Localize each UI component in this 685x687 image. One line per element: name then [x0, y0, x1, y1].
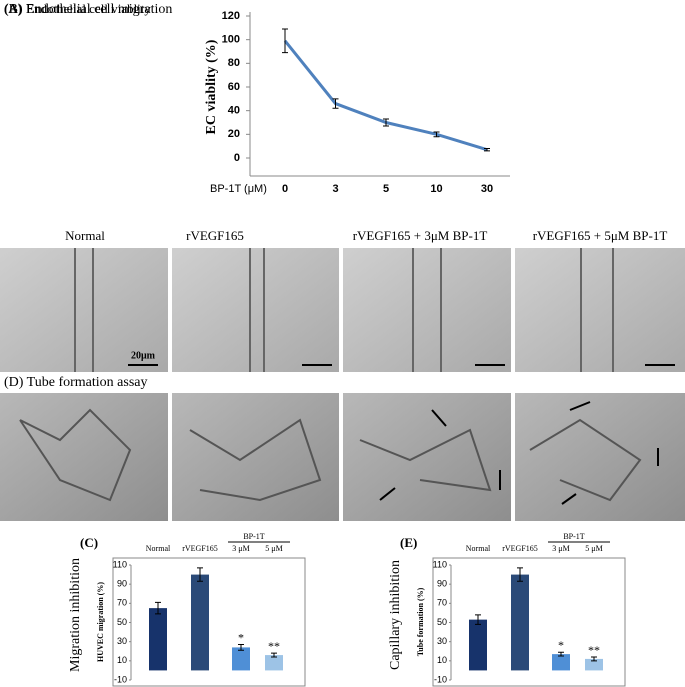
bar: [585, 658, 603, 671]
micrograph: [343, 248, 511, 372]
group-label: BP-1T: [243, 532, 264, 541]
x-tick-label: 0: [282, 183, 288, 195]
y-tick-label: -10: [114, 674, 127, 684]
data-line: [283, 39, 488, 152]
migration-title: (B) Endothelial cell migration: [4, 2, 172, 17]
bar: [149, 608, 167, 671]
micrograph: [172, 393, 339, 521]
bar: [191, 574, 209, 671]
micrograph-label: Normal: [65, 228, 105, 243]
significance: **: [268, 639, 280, 653]
x-tick-label: 5 μM: [265, 544, 282, 553]
tube-title: (D) Tube formation assay: [4, 375, 148, 390]
panel-label: (A): [4, 1, 22, 16]
significance: **: [588, 643, 600, 657]
x-tick-label: 3 μM: [552, 544, 569, 553]
bar: [511, 574, 529, 671]
micrograph: [515, 248, 685, 372]
error-bar: [484, 148, 490, 152]
y-tick-label: 30: [117, 636, 127, 646]
x-tick-label: Normal: [146, 544, 171, 553]
panel-label: (C): [80, 535, 98, 550]
micrograph: [0, 248, 168, 372]
error-bar: [271, 652, 277, 658]
bar: [232, 647, 250, 671]
micrograph: [172, 248, 339, 372]
error-bar: [591, 656, 597, 662]
x-tick-label: 5: [383, 183, 389, 195]
micrograph: [0, 393, 168, 521]
bar: [469, 619, 487, 671]
bar: [265, 655, 283, 671]
panel-label: (E): [400, 535, 417, 550]
y-axis-inner-title: Tube formation (%): [416, 587, 425, 656]
error-bar: [517, 567, 523, 582]
y-axis-title: Migration inhibition: [68, 558, 83, 672]
micrograph: [343, 393, 511, 521]
chart-title: Endothelial cell viablity: [26, 1, 151, 16]
x-tick-label: 10: [430, 183, 442, 195]
micrograph: [515, 393, 685, 521]
y-tick-label: -10: [434, 674, 447, 684]
significance: *: [558, 638, 564, 652]
y-tick-label: 50: [437, 617, 447, 627]
x-tick-label: 3 μM: [232, 544, 249, 553]
micrograph-label: rVEGF165 + 3μM BP-1T: [353, 228, 488, 243]
x-tick-label: Normal: [466, 544, 491, 553]
y-axis-title: Capillary inhibition: [388, 560, 403, 670]
y-tick-label: 90: [437, 579, 447, 589]
x-axis-title: BP-1T (μM): [210, 183, 267, 195]
plot-frame: [432, 557, 626, 687]
y-tick-label: 20: [228, 128, 240, 140]
significance: *: [238, 630, 244, 644]
y-tick-label: 0: [234, 152, 240, 164]
error-bar: [282, 28, 288, 54]
y-tick-label: 100: [222, 34, 240, 46]
error-bar: [383, 118, 389, 127]
wound-edges: [74, 248, 614, 372]
x-tick-label: rVEGF165: [182, 544, 218, 553]
y-tick-label: 110: [433, 559, 447, 569]
micrographs: 20μm: [0, 248, 685, 521]
micrograph-label: rVEGF165 + 5μM BP-1T: [533, 228, 668, 243]
y-tick-label: 110: [113, 559, 127, 569]
plot-frame: [112, 557, 306, 687]
arrows: [379, 401, 659, 505]
group-label: BP-1T: [563, 532, 584, 541]
tubes: [19, 408, 642, 502]
x-tick-label: rVEGF165: [502, 544, 538, 553]
error-bar: [433, 131, 440, 138]
y-tick-label: 60: [228, 81, 240, 93]
error-bar: [332, 98, 339, 109]
y-tick-label: 70: [117, 598, 127, 608]
micrograph-label: rVEGF165: [186, 228, 244, 243]
y-tick-label: 80: [228, 57, 240, 69]
y-tick-label: 120: [222, 10, 240, 22]
error-bar: [238, 644, 244, 651]
y-tick-label: 70: [437, 598, 447, 608]
error-bar: [197, 567, 203, 582]
x-tick-label: 30: [481, 183, 493, 195]
error-bar: [558, 651, 564, 657]
scale-label: 20μm: [131, 350, 156, 361]
error-bar: [475, 614, 481, 625]
y-tick-label: 30: [437, 636, 447, 646]
bar: [552, 654, 570, 671]
error-bar: [155, 601, 161, 615]
x-tick-label: 5 μM: [585, 544, 602, 553]
y-axis-title: EC viablity (%): [204, 39, 219, 134]
y-tick-label: 90: [117, 579, 127, 589]
y-tick-label: 40: [228, 105, 240, 117]
y-tick-label: 10: [117, 655, 127, 665]
x-tick-label: 3: [332, 183, 338, 195]
y-tick-label: 10: [437, 655, 447, 665]
y-axis-inner-title: HUVEC migration (%): [96, 582, 105, 662]
y-tick-label: 50: [117, 617, 127, 627]
